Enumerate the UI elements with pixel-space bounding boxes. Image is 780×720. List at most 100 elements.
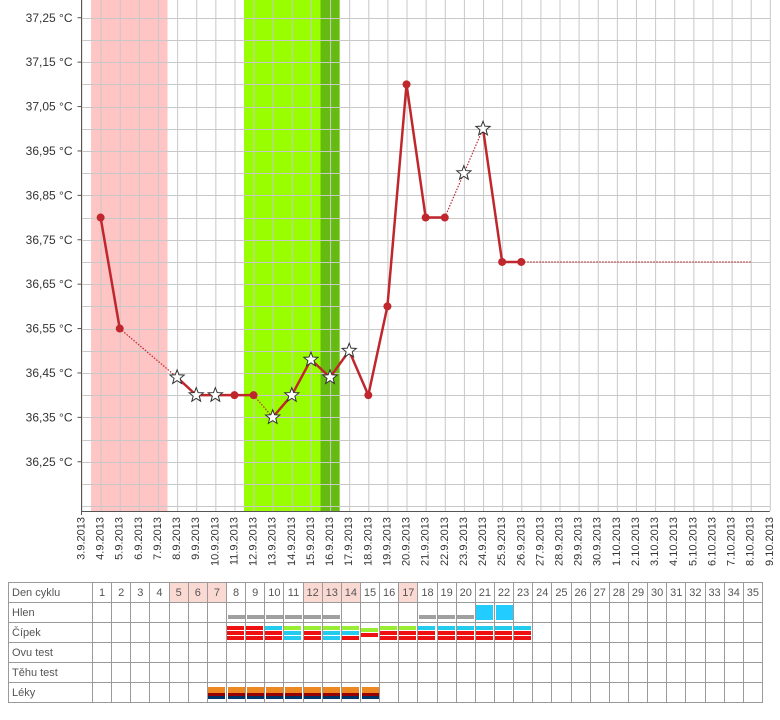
leky-mark (284, 695, 302, 699)
ovu-test-cell (130, 642, 151, 663)
tehu-test-cell (111, 662, 132, 683)
hlen-cell (91, 602, 113, 623)
tehu-test-cell (647, 662, 668, 683)
x-tick-label: 30.9.2013 (592, 517, 604, 566)
ovu-test-cell (398, 642, 419, 663)
data-point-star (455, 164, 473, 181)
cipek-mark (456, 635, 474, 640)
tehu-test-cell (474, 662, 495, 683)
leky-cell (608, 682, 629, 703)
leky-mark (246, 695, 264, 699)
cipek-mark (226, 625, 244, 630)
x-tick-label: 8.9.2013 (171, 517, 183, 560)
data-point-star (168, 368, 186, 385)
cipek-mark (341, 625, 359, 630)
hlen-mark (457, 615, 475, 619)
x-tick-label: 12.9.2013 (248, 517, 260, 566)
data-point-star (302, 350, 320, 367)
x-tick-label: 13.9.2013 (267, 517, 279, 566)
leky-cell (91, 682, 113, 703)
leky-mark (342, 695, 360, 699)
leky-cell (398, 682, 419, 703)
day-number-cell: 23 (513, 582, 534, 603)
x-tick-label: 11.9.2013 (228, 517, 240, 565)
leky-cell (742, 682, 764, 703)
ovu-test-cell (91, 642, 113, 663)
hlen-cell (742, 602, 764, 623)
x-tick-label: 6.10.2013 (706, 517, 718, 566)
cipek-cell (225, 622, 247, 643)
row-den-cyklu: Den cyklu 1 2 3 4 5 6 7 8 9 10 11 12 13 14 15 16 17 18 19 2… (8, 582, 764, 603)
x-tick-label: 1.10.2013 (611, 517, 623, 566)
cipek-mark (284, 635, 302, 640)
ovu-test-cell (532, 642, 553, 663)
cipek-cell (532, 622, 553, 643)
row-tehu-test: Těhu test (8, 662, 764, 683)
ovu-test-cell (359, 642, 381, 663)
day-number-cell: 3 (130, 582, 151, 603)
leky-mark (304, 686, 322, 690)
hlen-mark (227, 615, 245, 619)
leky-mark (227, 686, 245, 690)
cipek-cell (455, 622, 476, 643)
cipek-mark (246, 635, 264, 640)
cipek-mark (399, 625, 417, 630)
row-ovu-test: Ovu test (8, 642, 764, 663)
cipek-mark (475, 630, 493, 635)
hlen-mark (304, 615, 322, 619)
cipek-cell (474, 622, 495, 643)
cipek-mark (380, 625, 398, 630)
hlen-cell (608, 602, 629, 623)
x-tick-label: 5.10.2013 (687, 517, 699, 566)
cipek-cell (283, 622, 304, 643)
tehu-test-cell (206, 662, 227, 683)
y-tick-label: 37,05 °C (26, 100, 73, 114)
cipek-mark (399, 630, 417, 635)
day-number-cell: 1 (91, 582, 113, 603)
leky-mark (284, 689, 302, 693)
ovu-test-cell (321, 642, 342, 663)
cipek-mark (494, 625, 512, 630)
hlen-cell (187, 602, 208, 623)
data-point-star (321, 368, 339, 385)
day-number-cell: 15 (359, 582, 381, 603)
cipek-cell (685, 622, 706, 643)
x-tick-label: 4.10.2013 (668, 517, 680, 566)
y-tick-label: 36,45 °C (26, 366, 73, 380)
ovu-test-cell (206, 642, 227, 663)
temperature-line-solid (99, 217, 121, 329)
x-tick-label: 18.9.2013 (362, 517, 374, 566)
y-tick-label: 36,85 °C (26, 188, 73, 202)
x-tick-label: 9.9.2013 (190, 517, 202, 560)
ovu-test-cell (570, 642, 591, 663)
tehu-test-cell (91, 662, 113, 683)
x-tick-label: 16.9.2013 (324, 517, 336, 566)
day-number-cell: 22 (493, 582, 515, 603)
day-number-cell: 16 (379, 582, 400, 603)
leky-cell (493, 682, 515, 703)
row-label-den-cyklu: Den cyklu (8, 582, 93, 603)
day-number-cell: 30 (647, 582, 668, 603)
hlen-mark (323, 615, 341, 619)
leky-cell (187, 682, 208, 703)
cipek-cell (321, 622, 342, 643)
day-number-cell: 32 (685, 582, 706, 603)
cipek-cell (570, 622, 591, 643)
x-tick-label: 21.9.2013 (420, 517, 432, 566)
data-point-dot (249, 391, 258, 400)
hlen-cell (723, 602, 744, 623)
leky-mark (284, 692, 302, 696)
cipek-mark (265, 635, 283, 640)
data-point-star (187, 386, 205, 403)
row-leky: Léky (8, 682, 764, 703)
x-tick-label: 7.10.2013 (726, 517, 738, 566)
tehu-test-cell (513, 662, 534, 683)
tehu-test-cell (570, 662, 591, 683)
cipek-mark (456, 625, 474, 630)
leky-cell (666, 682, 687, 703)
leky-cell (474, 682, 495, 703)
x-tick-label: 3.9.2013 (76, 517, 88, 560)
row-label-ovu-test: Ovu test (8, 642, 93, 663)
y-tick-label: 36,75 °C (26, 233, 73, 247)
ovu-test-cell (685, 642, 706, 663)
